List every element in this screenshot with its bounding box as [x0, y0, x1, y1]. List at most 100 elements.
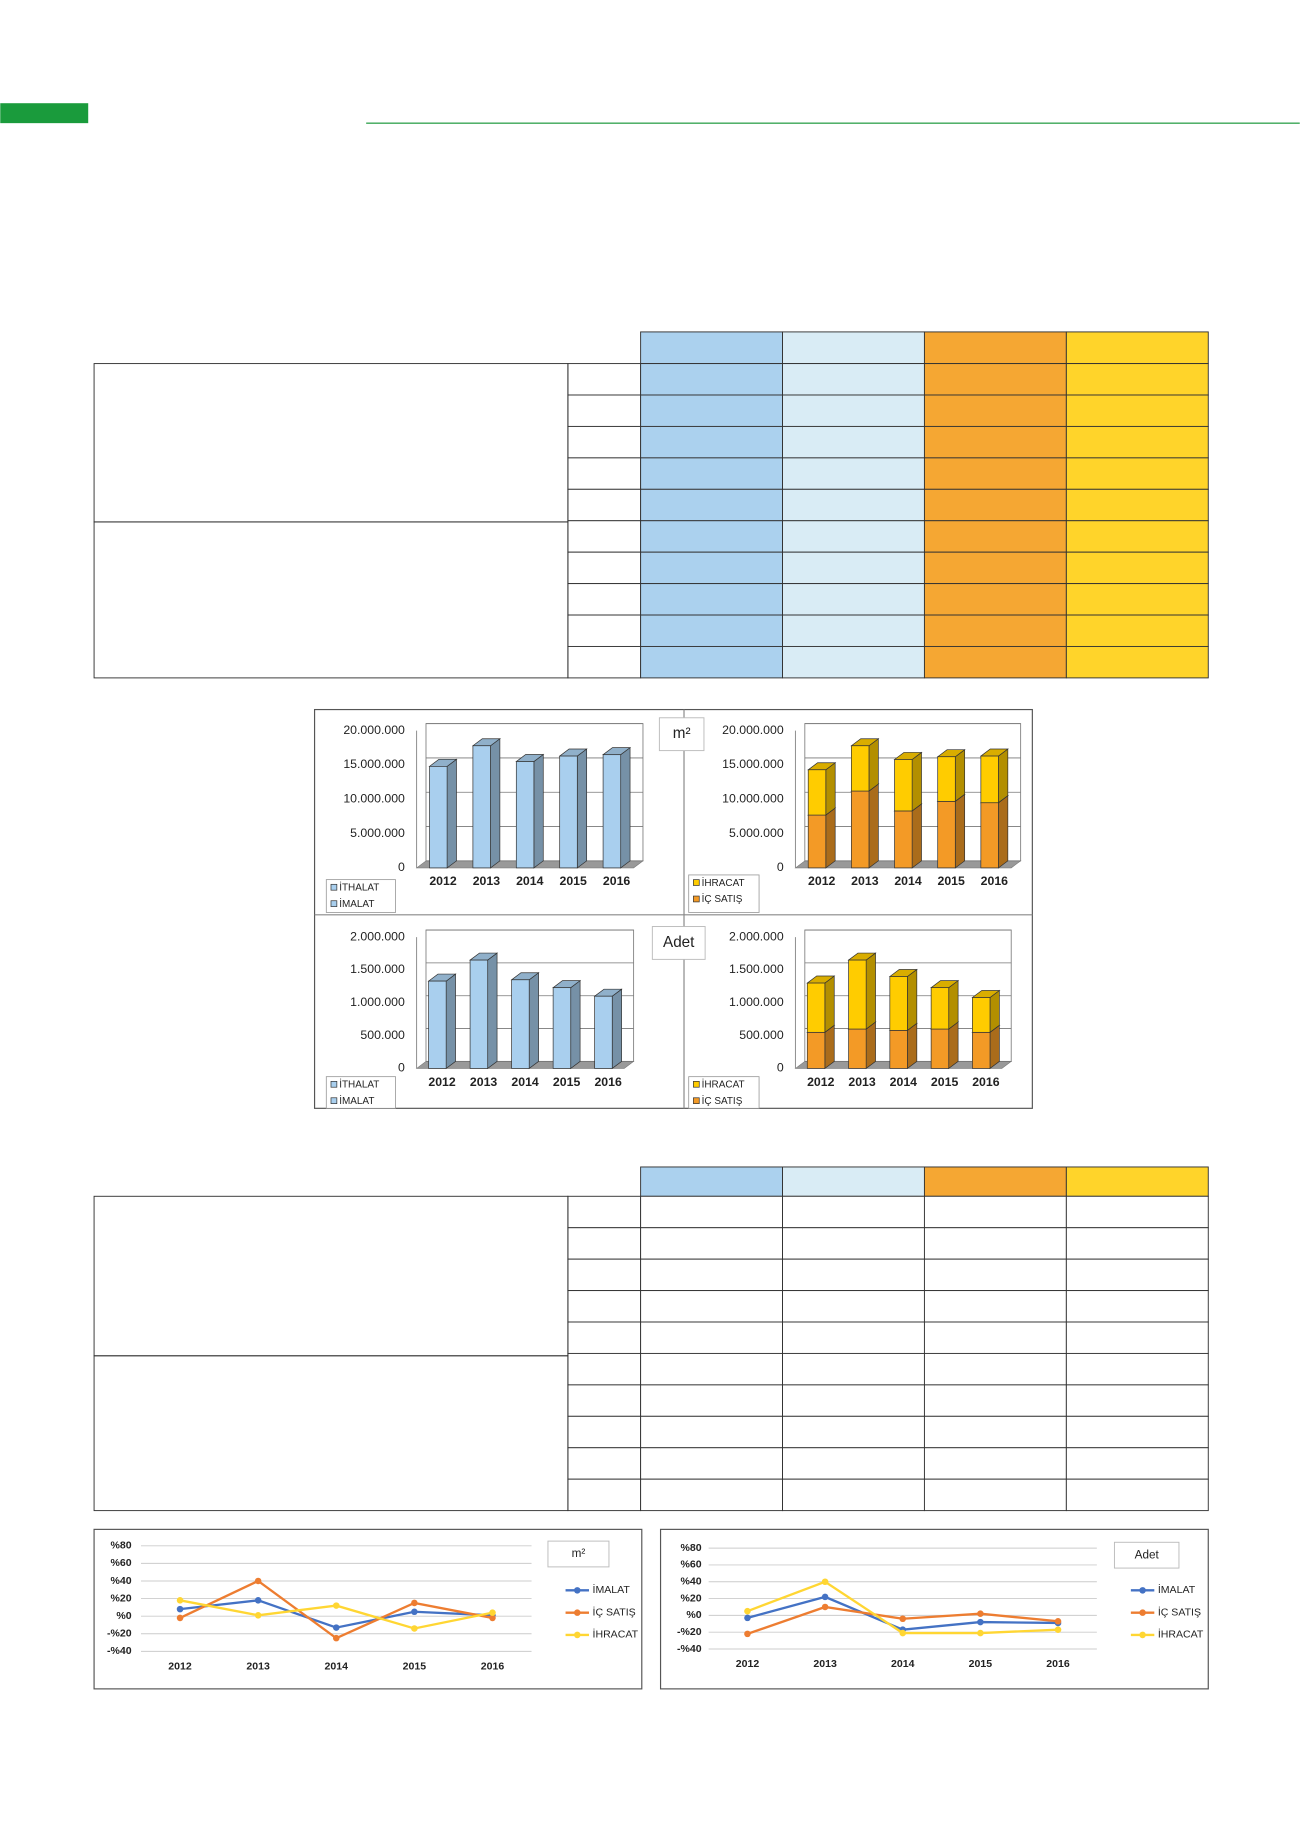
- table-cell: [567, 1478, 642, 1512]
- bar: [972, 1031, 991, 1069]
- legend-swatch: [693, 895, 700, 903]
- y-tick-label: 500.000: [739, 1028, 784, 1042]
- x-tick-label: 2012: [808, 874, 836, 888]
- table-cell: [782, 394, 925, 427]
- y-tick-label: 20.000.000: [722, 723, 784, 737]
- table-cell: [782, 1352, 925, 1386]
- y-tick-label: 20.000.000: [343, 723, 405, 737]
- x-tick-label: 2015: [553, 1075, 581, 1089]
- table-cell: [640, 1384, 783, 1417]
- y-tick-label: -%40: [677, 1643, 702, 1655]
- point-marker: [332, 1634, 340, 1642]
- table-cell: [640, 551, 783, 585]
- bar: [515, 761, 535, 869]
- legend-swatch: [693, 879, 700, 886]
- table-cell: [567, 363, 642, 396]
- y-tick-label: %20: [110, 1592, 131, 1604]
- x-tick-label: 2012: [429, 874, 457, 888]
- point-marker: [489, 1614, 496, 1622]
- series-line: [747, 1595, 1059, 1631]
- x-tick-label: 2012: [428, 1075, 456, 1089]
- point-marker: [744, 1630, 751, 1638]
- table-cell: [1065, 1195, 1209, 1229]
- x-tick-label: 2013: [246, 1660, 270, 1672]
- bar-side: [865, 1021, 876, 1070]
- y-tick-label: %20: [680, 1592, 701, 1604]
- y-tick-label: 0: [398, 1061, 405, 1075]
- y-tick-label: 0: [777, 1061, 784, 1075]
- bar: [429, 765, 448, 869]
- table-cell: [640, 614, 783, 647]
- chart-panel: [313, 708, 1033, 1109]
- bar-side: [911, 751, 922, 812]
- table-cell: [1065, 394, 1209, 427]
- table-cell: [640, 645, 783, 679]
- bar-side: [954, 793, 966, 869]
- table-cell: [640, 1478, 783, 1512]
- bar: [559, 755, 578, 869]
- table-cell: [782, 1321, 925, 1354]
- bar-side: [907, 1022, 918, 1070]
- legend-box: [325, 879, 396, 913]
- table-cell: [1065, 425, 1209, 459]
- y-tick-label: 1.500.000: [350, 962, 405, 976]
- table-cell: [567, 1258, 642, 1292]
- x-tick-label: 2013: [851, 874, 879, 888]
- y-tick-label: %80: [110, 1540, 131, 1552]
- y-tick-label: 1.500.000: [729, 962, 784, 976]
- table-cell: [1065, 551, 1209, 585]
- bar: [806, 982, 826, 1033]
- table-cell: [1065, 363, 1209, 396]
- legend-marker: [574, 1609, 581, 1616]
- x-tick-label: 2014: [890, 1075, 918, 1089]
- table-cell: [640, 488, 783, 522]
- legend-label: İTHALAT: [339, 1079, 379, 1090]
- table-cell: [782, 551, 925, 585]
- point-marker: [332, 1602, 340, 1609]
- bar-side: [911, 803, 922, 869]
- group-cell: [93, 521, 569, 679]
- table-cell: [640, 363, 783, 396]
- unit-label: m²: [673, 725, 691, 742]
- table-cell: [923, 583, 1067, 616]
- unit-label: Adet: [663, 934, 695, 951]
- table-cell: [1065, 1321, 1209, 1354]
- legend-label: İMALAT: [339, 899, 374, 910]
- point-marker: [254, 1577, 262, 1585]
- table-cell: [640, 1258, 783, 1292]
- legend-box: [688, 1076, 760, 1109]
- table-cell: [640, 520, 783, 553]
- legend-label: İHRACAT: [593, 1628, 639, 1641]
- bar: [472, 745, 491, 869]
- table-cell: [1065, 1384, 1209, 1417]
- bar-side: [576, 748, 588, 869]
- unit-label: Adet: [1135, 1548, 1160, 1561]
- bar-side: [954, 749, 966, 803]
- table-cell: [923, 1447, 1067, 1480]
- group-cell: [93, 1355, 569, 1512]
- bar: [889, 1030, 908, 1069]
- x-tick-label: 2012: [736, 1658, 760, 1670]
- table-cell: [923, 1352, 1067, 1386]
- bar-side: [490, 738, 501, 869]
- x-tick-label: 2012: [807, 1075, 835, 1089]
- bar: [980, 802, 999, 869]
- x-tick-label: 2014: [894, 874, 922, 888]
- point-marker: [744, 1614, 751, 1622]
- bar: [552, 987, 572, 1069]
- x-tick-label: 2013: [470, 1075, 498, 1089]
- y-tick-label: %60: [680, 1559, 701, 1571]
- header-cell: [1065, 1166, 1209, 1197]
- table-cell: [923, 1478, 1067, 1512]
- table-cell: [640, 1415, 783, 1449]
- table-cell: [567, 520, 642, 553]
- legend-swatch: [330, 883, 338, 891]
- legend-label: İÇ SATIŞ: [702, 894, 743, 905]
- bar: [848, 1028, 867, 1069]
- bar: [511, 979, 530, 1069]
- legend-swatch: [330, 900, 338, 907]
- y-tick-label: -%20: [107, 1628, 132, 1640]
- y-tick-label: 0: [398, 860, 405, 874]
- bar: [894, 759, 913, 812]
- table-cell: [640, 1227, 783, 1260]
